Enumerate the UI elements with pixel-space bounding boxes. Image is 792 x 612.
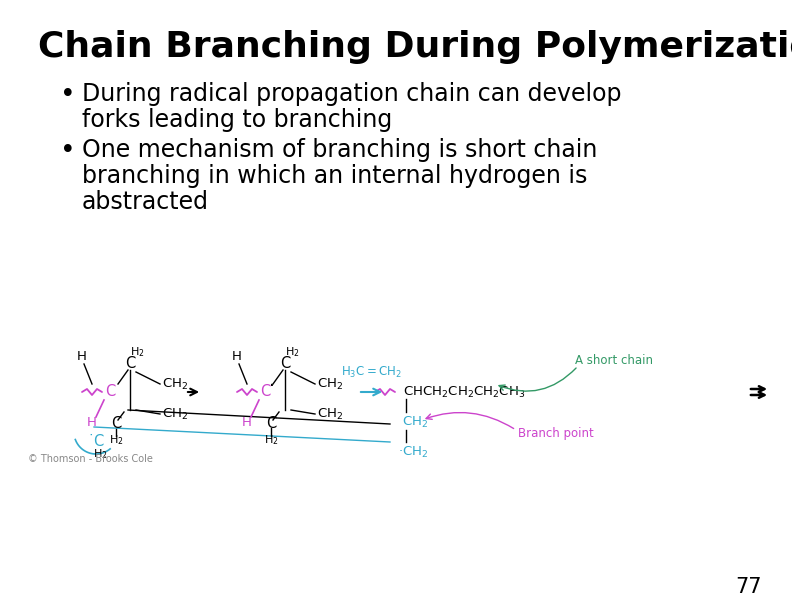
Text: C: C: [105, 384, 115, 400]
Text: H: H: [77, 351, 87, 364]
Text: C: C: [260, 384, 270, 400]
Text: H$_2$: H$_2$: [109, 433, 124, 447]
Text: CH$_2$: CH$_2$: [162, 376, 188, 392]
Text: ·: ·: [269, 378, 275, 397]
Text: One mechanism of branching is short chain: One mechanism of branching is short chai…: [82, 138, 597, 162]
Text: C: C: [266, 417, 276, 431]
Text: •: •: [60, 82, 75, 108]
Text: •: •: [60, 138, 75, 164]
Text: C: C: [111, 417, 121, 431]
Text: © Thomson - Brooks Cole: © Thomson - Brooks Cole: [28, 454, 153, 464]
Text: H$_2$: H$_2$: [130, 345, 145, 359]
Text: abstracted: abstracted: [82, 190, 209, 214]
Text: H$_3$C$=$CH$_2$: H$_3$C$=$CH$_2$: [341, 365, 402, 380]
Text: Branch point: Branch point: [518, 428, 594, 441]
Text: branching in which an internal hydrogen is: branching in which an internal hydrogen …: [82, 164, 588, 188]
Text: CH$_2$: CH$_2$: [162, 406, 188, 422]
Text: H$_2$: H$_2$: [285, 345, 299, 359]
Text: C: C: [280, 357, 290, 371]
Text: H: H: [87, 416, 97, 428]
Text: CH$_2$: CH$_2$: [317, 376, 343, 392]
Text: CH$_2$: CH$_2$: [402, 414, 428, 430]
Text: CH$_2$: CH$_2$: [317, 406, 343, 422]
Text: CHCH$_2$CH$_2$CH$_2$CH$_3$: CHCH$_2$CH$_2$CH$_2$CH$_3$: [403, 384, 525, 400]
Text: During radical propagation chain can develop: During radical propagation chain can dev…: [82, 82, 622, 106]
Text: C: C: [125, 357, 135, 371]
Text: H: H: [242, 416, 252, 428]
Text: H: H: [232, 351, 242, 364]
Text: H$_2$: H$_2$: [93, 447, 107, 461]
Text: A short chain: A short chain: [575, 354, 653, 367]
Text: ·CH$_2$: ·CH$_2$: [398, 444, 428, 460]
Text: forks leading to branching: forks leading to branching: [82, 108, 392, 132]
Text: 77: 77: [736, 577, 762, 597]
Text: ̇C: ̇C: [95, 435, 105, 449]
Text: H$_2$: H$_2$: [264, 433, 278, 447]
Text: Chain Branching During Polymerization: Chain Branching During Polymerization: [38, 30, 792, 64]
